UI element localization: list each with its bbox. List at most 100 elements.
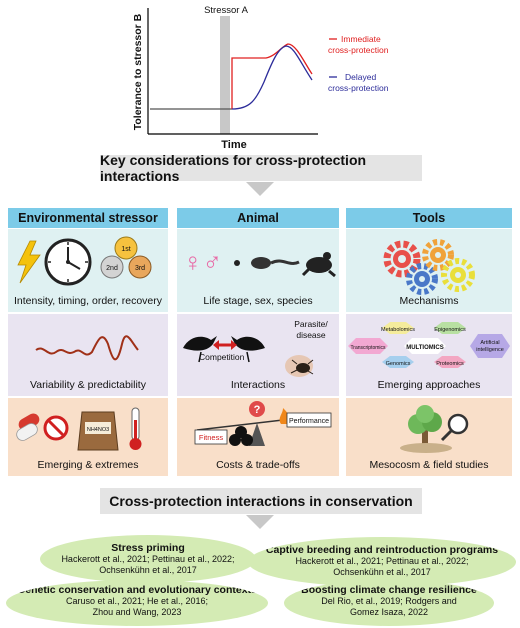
- transcriptomics-hex: Transcriptomics: [348, 338, 388, 354]
- performance-label: Performance: [289, 418, 329, 425]
- genetic-conservation-title: Genetic conservation and evolutionary co…: [17, 584, 257, 596]
- svg-text:MULTIOMICS: MULTIOMICS: [406, 345, 444, 351]
- weights-icon: [229, 426, 253, 446]
- cell-tools-emerging: Metabolomics Epigenomics Transcriptomics…: [346, 314, 512, 396]
- arrow-down-icon-2: [246, 515, 274, 529]
- double-arrow-icon: [213, 340, 237, 350]
- prohibited-icon: [43, 415, 69, 441]
- stressor-a-band: [220, 16, 230, 134]
- legend-delayed-line1: Delayed: [345, 72, 376, 82]
- clock-icon: [44, 238, 92, 286]
- question-icon: ?: [249, 401, 265, 417]
- svg-text:Genomics: Genomics: [386, 361, 411, 367]
- conservation-banner: Cross-protection interactions in conserv…: [100, 488, 422, 514]
- climate-resilience-refs-line1: Del Rio, et al., 2019; Rodgers and: [321, 596, 457, 606]
- label-mechanisms: Mechanisms: [399, 295, 459, 307]
- magnifier-icon: [440, 413, 469, 442]
- tick-icon: [285, 355, 314, 377]
- ai-hex: Artificial intelligence: [470, 334, 510, 358]
- animal-row2-icons: Competition Parasite/ disease: [183, 319, 328, 377]
- fertilizer-sack-icon: NH4NO3: [77, 411, 119, 451]
- order-3-label: 3rd: [135, 265, 145, 272]
- label-life-stage: Life stage, sex, species: [203, 295, 313, 307]
- captive-breeding-refs-line2: Ochsenkühn et al., 2017: [333, 567, 431, 577]
- wave-icon: [35, 335, 139, 361]
- cell-animal-life-stage: ♀♂ Life stage, sex, species: [177, 229, 339, 312]
- y-axis-label: Tolerance to stressor B: [132, 13, 144, 130]
- climate-resilience-title: Boosting climate change resilience: [301, 584, 477, 596]
- label-mesocosm: Mesocosm & field studies: [369, 459, 489, 471]
- delayed-cross-protection-line: [231, 45, 313, 110]
- climate-resilience-refs-line2: Gomez Isaza, 2022: [349, 607, 429, 617]
- epigenomics-hex: Epigenomics: [434, 322, 466, 334]
- label-emerging-approaches: Emerging approaches: [377, 379, 481, 391]
- gear-icon-blue: [406, 263, 438, 295]
- oval-stress-priming: Stress priming Hackerott et al., 2021; P…: [40, 535, 256, 583]
- arrow-down-icon: [246, 182, 274, 196]
- svg-text:Epigenomics: Epigenomics: [434, 327, 466, 333]
- mesocosm-icons: [400, 405, 469, 453]
- stress-priming-refs-line1: Hackerott et al., 2021; Pettinau et al.,…: [61, 554, 235, 564]
- frog-icon: [301, 252, 336, 278]
- label-interactions: Interactions: [230, 379, 286, 391]
- parasite-label-line1: Parasite/: [294, 319, 328, 329]
- immediate-cross-protection-line: [231, 43, 313, 109]
- animal-row1-icons: ♀♂: [183, 247, 336, 278]
- fitness-box: [194, 429, 228, 445]
- captive-breeding-refs-line1: Hackerott et al., 2021; Pettinau et al.,…: [295, 556, 469, 566]
- x-axis-label: Time: [221, 139, 246, 150]
- svg-text:Proteomics: Proteomics: [436, 361, 464, 367]
- tadpole-icon: [251, 257, 300, 269]
- gear-icon-orange: [422, 239, 454, 271]
- legend-immediate: Immediate cross-protection: [328, 34, 389, 55]
- cross-protection-concept-chart: Stressor A Tolerance to stressor B Time …: [132, 5, 389, 150]
- svg-text:Metabolomics: Metabolomics: [381, 327, 415, 333]
- proteomics-hex: Proteomics: [434, 356, 466, 368]
- cell-env-variability: Variability & predictability: [8, 314, 168, 396]
- label-costs-tradeoffs: Costs & trade-offs: [216, 459, 300, 471]
- env-row3-icons: NH4NO3: [16, 407, 142, 451]
- label-intensity-timing: Intensity, timing, order, recovery: [13, 295, 163, 307]
- legend-delayed: Delayed cross-protection: [328, 72, 389, 93]
- genetic-conservation-refs-line1: Caruso et al., 2021; He et al., 2016;: [65, 596, 209, 606]
- bird-icon-right: [231, 336, 265, 363]
- genetic-conservation-refs-line2: Zhou and Wang, 2023: [92, 607, 182, 617]
- svg-text:intelligence: intelligence: [476, 347, 504, 353]
- omics-hexagons: Metabolomics Epigenomics Transcriptomics…: [348, 322, 510, 368]
- env-row1-icons: 1st 2nd 3rd: [17, 236, 152, 286]
- tree-icon: [408, 405, 442, 448]
- svg-text:Transcriptomics: Transcriptomics: [350, 345, 386, 351]
- genomics-hex: Genomics: [382, 356, 414, 368]
- cell-env-emerging: NH4NO3 Emerging & extremes: [8, 398, 168, 476]
- oval-climate-resilience: Boosting climate change resilience Del R…: [284, 580, 494, 626]
- cell-tools-mesocosm: Mesocosm & field studies: [346, 398, 512, 476]
- oval-genetic-conservation: Genetic conservation and evolutionary co…: [6, 580, 268, 626]
- gears-icon: [383, 239, 475, 295]
- tradeoff-balance-icon: Fitness ? Performance: [194, 401, 332, 446]
- bird-icon-left: [183, 336, 217, 363]
- ammonium-nitrate-label: NH4NO3: [87, 427, 109, 433]
- stressor-a-label: Stressor A: [204, 5, 248, 16]
- column-header-tools: Tools: [346, 208, 512, 228]
- label-variability: Variability & predictability: [30, 379, 146, 391]
- competition-label: Competition: [199, 352, 245, 362]
- sex-symbols-icon: ♀♂: [183, 247, 222, 277]
- svg-text:Artificial: Artificial: [480, 340, 499, 346]
- oval-captive-breeding: Captive breeding and reintroduction prog…: [248, 537, 516, 587]
- gear-icon-yellow: [441, 258, 475, 292]
- legend-delayed-line2: cross-protection: [328, 83, 389, 93]
- cell-animal-interactions: Competition Parasite/ disease Interactio…: [177, 314, 339, 396]
- legend-immediate-line2: cross-protection: [328, 45, 389, 55]
- lightning-icon: [17, 240, 41, 284]
- fitness-label: Fitness: [199, 433, 223, 442]
- thermometer-icon: [129, 407, 142, 450]
- svg-text:?: ?: [254, 404, 261, 416]
- multiomics-hex: MULTIOMICS: [404, 338, 446, 354]
- legend-immediate-line1: Immediate: [341, 34, 381, 44]
- cell-animal-costs: Fitness ? Performance Costs & trade-offs: [177, 398, 339, 476]
- metabolomics-hex: Metabolomics: [381, 322, 415, 334]
- column-header-environmental-stressor: Environmental stressor: [8, 208, 168, 228]
- gear-icon-red: [383, 240, 421, 278]
- cell-env-intensity: 1st 2nd 3rd Intensity, timing, order, re…: [8, 229, 168, 312]
- parasite-label-line2: disease: [296, 330, 326, 340]
